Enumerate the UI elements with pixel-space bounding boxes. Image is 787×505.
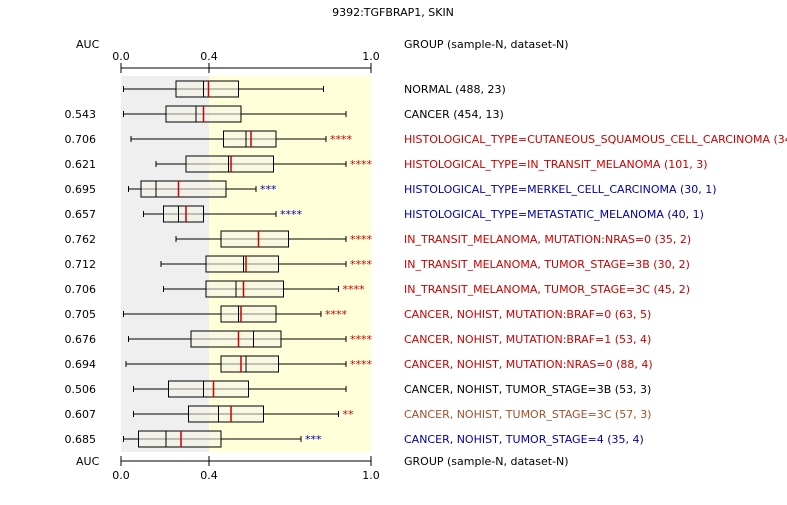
significance-stars: *** xyxy=(305,433,322,446)
group-label: HISTOLOGICAL_TYPE=IN_TRANSIT_MELANOMA (1… xyxy=(404,158,708,171)
bottom-tick-label-2: 1.0 xyxy=(362,469,380,482)
significance-stars: ** xyxy=(343,408,355,421)
group-label: HISTOLOGICAL_TYPE=METASTATIC_MELANOMA (4… xyxy=(404,208,704,221)
iqr-box xyxy=(190,330,282,348)
auc-value: 0.712 xyxy=(65,258,97,271)
iqr-box xyxy=(140,180,227,198)
iqr-box xyxy=(220,305,277,323)
significance-stars: **** xyxy=(350,158,373,171)
iqr-box xyxy=(205,255,279,273)
rows-group: NORMAL (488, 23)0.543 CANCER (454, 13)***… xyxy=(65,80,787,448)
significance-stars: *** xyxy=(260,183,277,196)
iqr-box xyxy=(138,430,222,448)
bottom-tick-label-1: 0.4 xyxy=(200,469,218,482)
iqr-box xyxy=(163,205,204,223)
auc-value: 0.706 xyxy=(65,133,97,146)
iqr-box xyxy=(175,80,239,98)
auc-value: 0.676 xyxy=(65,333,97,346)
auc-value: 0.705 xyxy=(65,308,97,321)
significance-stars: **** xyxy=(350,233,373,246)
group-label: NORMAL (488, 23) xyxy=(404,83,506,96)
iqr-box xyxy=(205,280,284,298)
group-header-bottom: GROUP (sample-N, dataset-N) xyxy=(404,455,569,468)
iqr-box xyxy=(220,355,279,373)
auc-value: 0.607 xyxy=(65,408,97,421)
auc-value: 0.621 xyxy=(65,158,97,171)
auc-value: 0.762 xyxy=(65,233,97,246)
significance-stars: **** xyxy=(343,283,366,296)
significance-stars: **** xyxy=(330,133,353,146)
iqr-box xyxy=(185,155,274,173)
auc-value: 0.706 xyxy=(65,283,97,296)
group-label: IN_TRANSIT_MELANOMA, TUMOR_STAGE=3C (45,… xyxy=(404,283,690,296)
group-label: CANCER, NOHIST, TUMOR_STAGE=4 (35, 4) xyxy=(404,433,644,446)
auc-value: 0.694 xyxy=(65,358,97,371)
bottom-tick-label-0: 0.0 xyxy=(112,469,130,482)
auc-header-top: AUC xyxy=(76,38,100,51)
group-label: HISTOLOGICAL_TYPE=CUTANEOUS_SQUAMOUS_CEL… xyxy=(404,133,787,146)
significance-stars: **** xyxy=(325,308,348,321)
iqr-box xyxy=(223,130,277,148)
chart-title: 9392:TGFBRAP1, SKIN xyxy=(332,6,454,19)
iqr-box xyxy=(168,380,249,398)
group-label: CANCER (454, 13) xyxy=(404,108,504,121)
significance-stars: **** xyxy=(350,358,373,371)
auc-value: 0.506 xyxy=(65,383,97,396)
top-tick-label-2: 1.0 xyxy=(362,50,380,63)
group-label: CANCER, NOHIST, MUTATION:BRAF=1 (53, 4) xyxy=(404,333,651,346)
group-label: IN_TRANSIT_MELANOMA, TUMOR_STAGE=3B (30,… xyxy=(404,258,690,271)
auc-header-bottom: AUC xyxy=(76,455,100,468)
iqr-box xyxy=(220,230,289,248)
group-label: CANCER, NOHIST, TUMOR_STAGE=3B (53, 3) xyxy=(404,383,651,396)
auc-value: 0.657 xyxy=(65,208,97,221)
auc-value: 0.543 xyxy=(65,108,97,121)
top-tick-label-1: 0.4 xyxy=(200,50,218,63)
group-label: HISTOLOGICAL_TYPE=MERKEL_CELL_CARCINOMA … xyxy=(404,183,717,196)
group-header-top: GROUP (sample-N, dataset-N) xyxy=(404,38,569,51)
iqr-box xyxy=(188,405,264,423)
auc-value: 0.685 xyxy=(65,433,97,446)
significance-stars: **** xyxy=(350,333,373,346)
group-label: CANCER, NOHIST, MUTATION:NRAS=0 (88, 4) xyxy=(404,358,653,371)
group-label: CANCER, NOHIST, MUTATION:BRAF=0 (63, 5) xyxy=(404,308,651,321)
significance-stars: **** xyxy=(280,208,303,221)
group-label: IN_TRANSIT_MELANOMA, MUTATION:NRAS=0 (35… xyxy=(404,233,691,246)
significance-stars: **** xyxy=(350,258,373,271)
top-tick-label-0: 0.0 xyxy=(112,50,130,63)
group-label: CANCER, NOHIST, TUMOR_STAGE=3C (57, 3) xyxy=(404,408,651,421)
auc-value: 0.695 xyxy=(65,183,97,196)
